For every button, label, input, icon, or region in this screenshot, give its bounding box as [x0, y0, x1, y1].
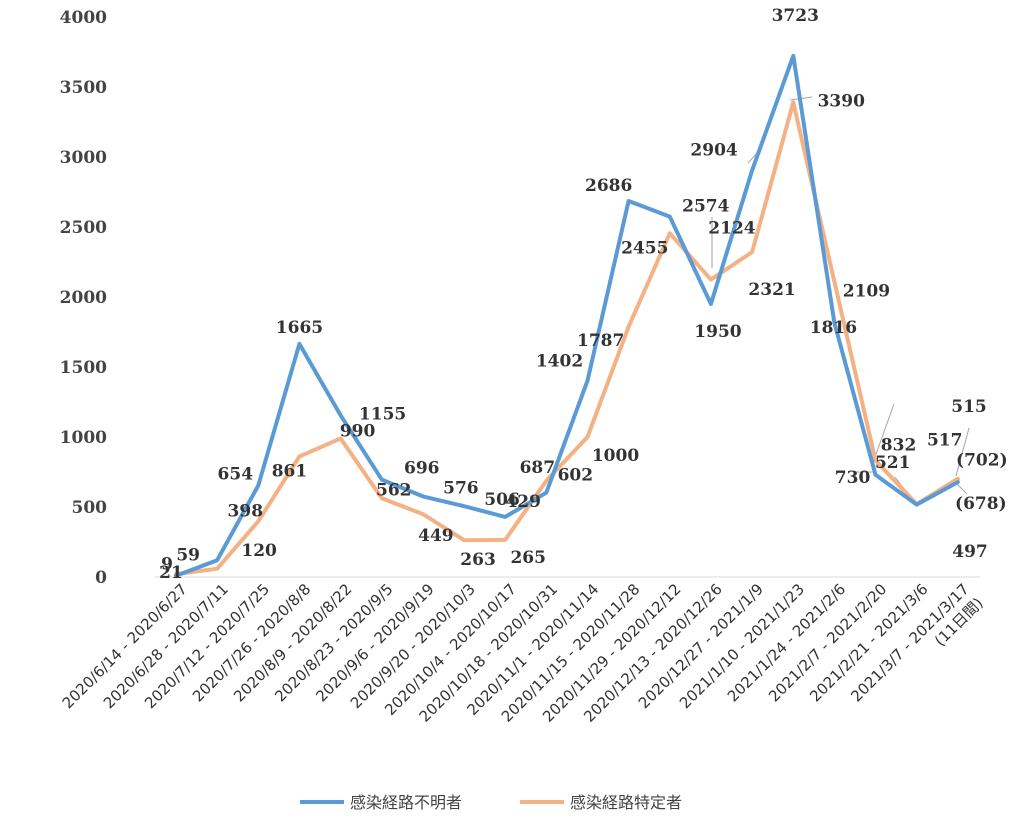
y-tick-label: 3500: [60, 78, 107, 98]
data-label-unknown-route: 1816: [810, 318, 857, 338]
data-label-known-route: 2321: [748, 280, 795, 300]
data-label-known-route: 990: [340, 421, 376, 441]
data-label-unknown-route: 2686: [585, 176, 632, 196]
y-tick-label: 3000: [60, 148, 107, 168]
data-label-unknown-route: 506: [484, 490, 520, 510]
y-tick-label: 2000: [60, 288, 107, 308]
data-label-unknown-route: 1402: [536, 352, 583, 372]
data-label-known-route: 449: [418, 526, 454, 546]
data-label-known-route: 2455: [621, 238, 668, 258]
data-label-unknown-route: 3723: [772, 6, 819, 26]
data-label-unknown-route: (678): [955, 494, 1007, 514]
legend-label: 感染経路不明者: [350, 793, 462, 812]
data-label-unknown-route: 696: [404, 459, 440, 479]
data-label-known-route: 2124: [708, 219, 755, 239]
data-label-known-route: 398: [228, 501, 264, 521]
data-label-unknown-route: 9: [161, 555, 173, 575]
data-label-known-route: 265: [510, 548, 546, 568]
data-label-known-route: 861: [272, 461, 308, 481]
data-label-extra: 497: [952, 542, 988, 562]
data-label-known-route: 59: [176, 546, 200, 566]
data-label-known-route: 687: [520, 458, 556, 478]
data-label-unknown-route: 429: [505, 492, 541, 512]
data-label-unknown-route: 2904: [690, 140, 737, 160]
data-label-known-route: 263: [460, 550, 496, 570]
leader-line: [874, 403, 895, 458]
y-axis: 0 500 1000 1500 2000 2500 3000 3500 4000: [60, 8, 107, 588]
legend: 感染経路不明者 感染経路特定者: [300, 793, 682, 812]
data-label-known-route: 1000: [592, 446, 639, 466]
data-label-extra: 515: [951, 397, 987, 417]
legend-label: 感染経路特定者: [570, 793, 682, 812]
data-label-known-route: 832: [881, 436, 917, 456]
y-tick-label: 4000: [60, 8, 107, 28]
data-label-known-route: 562: [376, 480, 412, 500]
data-label-unknown-route: 517: [927, 431, 963, 451]
series-lines: [174, 53, 960, 578]
data-label-unknown-route: 2574: [682, 197, 729, 217]
data-label-known-route: 1787: [577, 331, 624, 351]
series-unknown-route-line: [174, 53, 960, 578]
y-tick-label: 0: [95, 568, 107, 588]
data-label-unknown-route: 602: [558, 466, 594, 486]
data-label-known-route: 521: [875, 453, 911, 473]
series-known-route-line: [174, 100, 960, 577]
data-label-known-route: 2109: [843, 282, 890, 302]
data-label-unknown-route: 730: [835, 468, 871, 488]
data-label-known-route: (702): [956, 451, 1008, 471]
data-label-known-route: 21: [159, 563, 183, 583]
data-label-unknown-route: 654: [218, 464, 254, 484]
leader-line: [955, 427, 970, 477]
data-label-known-route: 3390: [818, 91, 865, 111]
y-tick-label: 1500: [60, 358, 107, 378]
data-label-unknown-route: 1665: [276, 318, 323, 338]
data-label-unknown-route: 120: [241, 541, 277, 561]
data-label-unknown-route: 576: [443, 478, 479, 498]
y-tick-label: 500: [72, 498, 108, 518]
data-label-unknown-route: 1155: [359, 404, 406, 424]
y-tick-label: 2500: [60, 218, 107, 238]
y-tick-label: 1000: [60, 428, 107, 448]
data-label-unknown-route: 1950: [694, 322, 741, 342]
